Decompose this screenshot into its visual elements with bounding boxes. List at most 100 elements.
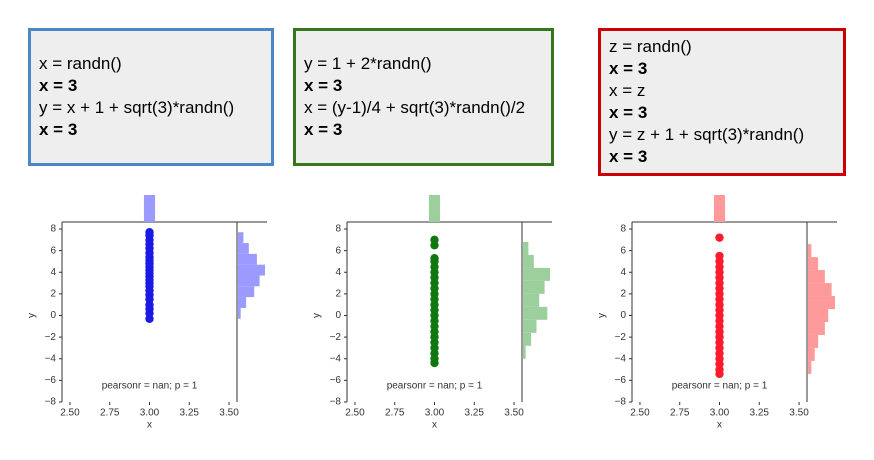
point (715, 251, 724, 261)
y-axis-label: y (597, 313, 608, 318)
point (715, 233, 724, 242)
point (430, 253, 439, 263)
x-axis-label: x (147, 420, 152, 431)
y-tick-label: 0 (50, 310, 56, 321)
y-hist-bar (808, 334, 819, 348)
code-line: x = 3 (609, 103, 648, 122)
y-hist-bar (523, 332, 532, 346)
y-hist-bar (808, 270, 825, 284)
y-tick-label: 6 (620, 245, 626, 256)
y-hist-bar (523, 280, 545, 294)
y-tick-label: 4 (335, 267, 341, 278)
x-axis-label: x (717, 420, 722, 431)
x-tick-label: 3.00 (425, 408, 445, 419)
y-hist-bar (238, 297, 247, 308)
point (145, 228, 154, 237)
x-tick-label: 2.75 (385, 408, 405, 419)
y-hist-bar (238, 275, 260, 287)
y-tick-label: −2 (45, 332, 57, 343)
point (430, 235, 439, 245)
x-hist-bar (428, 195, 441, 222)
y-tick-label: 0 (620, 310, 626, 321)
y-tick-label: 2 (620, 289, 626, 300)
y-hist-bar (808, 360, 812, 374)
y-hist-bar (523, 267, 550, 281)
x-hist-bar (713, 195, 726, 222)
code-line: y = z + 1 + sqrt(3)*randn() (609, 125, 805, 144)
x-tick-label: 3.00 (710, 408, 730, 419)
x-tick-label: 3.50 (219, 408, 239, 419)
y-tick-label: 4 (620, 267, 626, 278)
y-tick-label: 0 (335, 310, 341, 321)
y-tick-label: −4 (330, 353, 342, 364)
y-tick-label: 4 (50, 267, 56, 278)
y-hist-bar (808, 283, 832, 297)
annotation: pearsonr = nan; p = 1 (387, 381, 483, 392)
y-tick-label: 2 (335, 289, 341, 300)
x-tick-label: 3.25 (180, 408, 200, 419)
code-line: x = randn() (39, 54, 122, 73)
x-tick-label: 2.50 (345, 408, 365, 419)
x-axis-label: x (432, 420, 437, 431)
code-line: x = (y-1)/4 + sqrt(3)*randn()/2 (304, 98, 526, 117)
y-tick-label: 8 (50, 224, 56, 235)
x-tick-label: 2.50 (60, 408, 80, 419)
y-hist-bar (523, 319, 537, 333)
y-hist-bar (238, 232, 244, 244)
y-tick-label: 8 (620, 224, 626, 235)
y-hist-bar (523, 254, 534, 268)
y-hist-bar (238, 253, 257, 265)
x-tick-label: 3.50 (504, 408, 524, 419)
x-tick-label: 2.50 (630, 408, 650, 419)
annotation: pearsonr = nan; p = 1 (102, 381, 198, 392)
x-hist-bar (143, 195, 156, 222)
code-box: z = randn() x = 3 x = z x = 3 y = z + 1 + sq… (598, 28, 846, 176)
y-hist-bar (808, 309, 829, 322)
y-hist-bar (808, 257, 819, 271)
y-hist-bar (238, 243, 249, 254)
y-tick-label: −6 (330, 375, 342, 386)
code-line: z = randn() (609, 37, 692, 56)
x-tick-label: 2.75 (100, 408, 120, 419)
y-tick-label: −8 (330, 397, 342, 408)
code-line: x = 3 (609, 59, 648, 78)
code-box: x = randn() x = 3 y = x + 1 + sqrt(3)*rand… (28, 28, 274, 166)
y-tick-label: −2 (330, 332, 342, 343)
y-tick-label: 8 (335, 224, 341, 235)
x-tick-label: 3.00 (140, 408, 160, 419)
code-line: x = 3 (39, 76, 78, 95)
x-tick-label: 2.75 (670, 408, 690, 419)
y-tick-label: −8 (45, 397, 57, 408)
code-box: y = 1 + 2*randn() x = 3 x = (y-1)/4 + sqrt… (293, 28, 554, 166)
y-tick-label: 2 (50, 289, 56, 300)
y-axis-label: y (27, 313, 38, 318)
y-hist-bar (523, 241, 529, 255)
y-tick-label: 6 (335, 245, 341, 256)
y-tick-label: 6 (50, 245, 56, 256)
y-hist-bar (238, 307, 241, 319)
y-hist-bar (808, 347, 815, 361)
y-tick-label: −2 (615, 332, 627, 343)
y-axis-label: y (312, 313, 323, 318)
y-tick-label: −6 (45, 375, 57, 386)
y-tick-label: −4 (45, 353, 57, 364)
code-line: y = 1 + 2*randn() (304, 54, 432, 73)
x-tick-label: 3.50 (789, 408, 809, 419)
y-hist-bar (808, 244, 812, 258)
code-line: x = 3 (39, 120, 78, 139)
code-line: x = 3 (304, 76, 343, 95)
y-hist-bar (238, 264, 265, 276)
y-tick-label: −8 (615, 397, 627, 408)
y-tick-label: −6 (615, 375, 627, 386)
code-line: x = 3 (609, 147, 648, 166)
x-tick-label: 3.25 (750, 408, 770, 419)
code-line: x = z (609, 81, 646, 100)
code-line: y = x + 1 + sqrt(3)*randn() (39, 98, 235, 117)
code-line: x = 3 (304, 120, 343, 139)
y-hist-bar (523, 293, 540, 307)
y-hist-bar (808, 296, 835, 310)
y-tick-label: −4 (615, 353, 627, 364)
y-hist-bar (523, 345, 526, 359)
